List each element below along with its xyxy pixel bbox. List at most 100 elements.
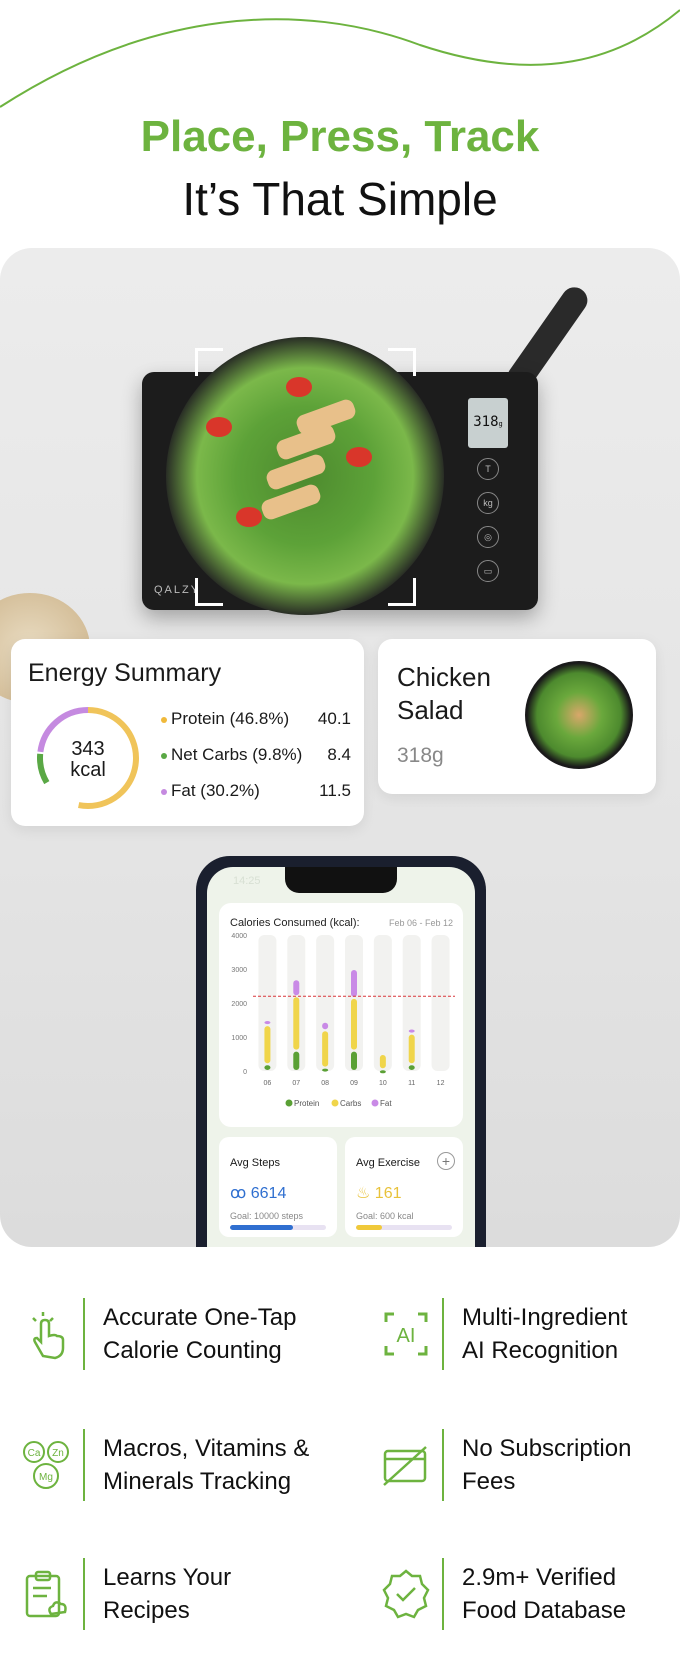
macro-fat: Fat (30.2%) 11.5 [161,781,351,801]
macro-protein: Protein (46.8%) 40.1 [161,709,351,729]
bar-protein [293,1051,300,1070]
legend-label: Carbs [340,1099,361,1108]
bar-fat [351,970,357,997]
y-tick-label: 1000 [231,1035,247,1042]
divider [442,1558,444,1630]
chart-title: Calories Consumed (kcal): [230,917,360,929]
recipe-clipboard-icon [25,1570,67,1618]
ai-scan-icon: AI [384,1312,428,1356]
food-thumbnail [525,661,633,769]
macro-ring [37,707,139,809]
avg-steps-goal: Goal: 10000 steps [230,1211,304,1221]
bar-carbs [351,998,357,1050]
bar-carbs [264,1026,271,1064]
legend-label: Fat [380,1099,392,1108]
bar-fat [408,1029,415,1033]
y-tick-label: 2000 [231,1001,247,1008]
subheadline: It’s That Simple [182,173,498,225]
x-tick-label: 08 [321,1080,329,1087]
avg-exercise-label: Avg Exercise [356,1157,420,1169]
status-time: 14:25 [233,875,261,887]
divider [442,1298,444,1370]
feature-item: No Subscription Fees [380,1429,631,1501]
smartphone: 14:25 Calories Consumed (kcal): Feb 06 -… [196,856,486,1247]
food-card: Chicken Salad 318g [378,639,656,794]
avg-exercise-goal: Goal: 600 kcal [356,1211,414,1221]
avg-steps-value: ꝏ 6614 [230,1185,287,1202]
legend-swatch [331,1099,339,1107]
bar-carbs [322,1031,329,1067]
avg-exercise-value: ♨ 161 [356,1185,402,1202]
feature-text: Macros, Vitamins & Minerals Tracking [103,1435,310,1495]
y-tick-label: 4000 [231,933,247,940]
notch [285,867,397,893]
feature-text: No Subscription Fees [462,1435,632,1495]
x-tick-label: 12 [437,1080,445,1087]
divider [83,1558,85,1630]
feature-item: Ca Zn Mg Macros, Vitamins & Minerals Trackin… [21,1429,309,1501]
bar-track [258,935,277,1071]
bar-carbs [293,997,300,1050]
tap-hand-icon [32,1312,65,1360]
x-tick-label: 09 [350,1080,358,1087]
bar-protein [379,1070,386,1074]
unit-button: kg [477,492,499,514]
bar-fat [322,1022,329,1030]
minerals-icon: Ca Zn Mg [23,1441,69,1489]
feature-text: Accurate One-Tap Calorie Counting [103,1304,297,1364]
bar-protein [322,1068,329,1072]
bar-carbs [408,1034,415,1064]
kcal-total: 343 kcal [70,738,106,781]
footsteps-icon: ꝏ [230,1185,251,1202]
feature-item: AI Multi-Ingredient AI Recognition [380,1298,627,1370]
divider [83,1429,85,1501]
scan-button: ◎ [477,526,499,548]
food-name: Chicken Salad [397,662,491,725]
exercise-progress-bar [356,1225,452,1230]
bar-protein [408,1065,415,1070]
flame-icon: ♨ [356,1185,375,1202]
bar-carbs [379,1055,386,1069]
calories-chart-card: Calories Consumed (kcal): Feb 06 - Feb 1… [219,903,463,1127]
svg-text:AI: AI [397,1325,416,1347]
bar-protein [351,1051,357,1070]
x-tick-label: 07 [292,1080,300,1087]
phone-screen: 14:25 Calories Consumed (kcal): Feb 06 -… [207,867,475,1247]
bar-fat [264,1021,271,1025]
macro-net-carbs: Net Carbs (9.8%) 8.4 [161,745,351,765]
feature-text: Learns Your Recipes [103,1564,232,1624]
x-tick-label: 10 [379,1080,387,1087]
headline: Place, Press, Track [140,112,540,161]
bar-fat [293,980,300,996]
scale-display: 318g [468,398,508,448]
bar-protein [264,1065,271,1070]
tare-button: T [477,458,499,480]
energy-summary-title: Energy Summary [28,659,222,687]
feature-item: Accurate One-Tap Calorie Counting [21,1298,296,1370]
bar-track [373,935,392,1071]
legend-label: Protein [294,1099,319,1108]
avg-steps-card[interactable]: Avg Steps ꝏ 6614 Goal: 10000 steps [219,1137,337,1237]
svg-text:Zn: Zn [52,1448,64,1459]
avg-exercise-card[interactable]: Avg Exercise + ♨ 161 Goal: 600 kcal [345,1137,463,1237]
bar-track [431,935,450,1071]
decorative-curve [0,9,680,108]
legend-swatch [285,1099,293,1107]
legend-swatch [371,1099,379,1107]
y-tick-label: 3000 [231,967,247,974]
x-tick-label: 06 [264,1080,272,1087]
y-tick-label: 0 [243,1069,247,1076]
verified-badge-icon [382,1569,430,1619]
x-tick-label: 11 [408,1080,415,1087]
product-photo: 318g T kg ◎ ▭ QALZY Energy Summary 343 kc… [0,248,680,1247]
svg-text:Ca: Ca [28,1448,41,1459]
switch-button: ▭ [477,560,499,582]
calories-chart: 4000 3000 2000 1000 0 06 07 08 09 10 11 12 Protein Ca… [231,933,455,1108]
feature-item: 2.9m+ Verified Food Database [380,1558,626,1630]
add-icon[interactable]: + [437,1152,455,1170]
feature-text: 2.9m+ Verified Food Database [462,1564,627,1624]
avg-steps-label: Avg Steps [230,1157,280,1169]
food-weight: 318g [397,744,444,767]
chart-date-range[interactable]: Feb 06 - Feb 12 [388,918,453,928]
steps-progress-bar [230,1225,326,1230]
